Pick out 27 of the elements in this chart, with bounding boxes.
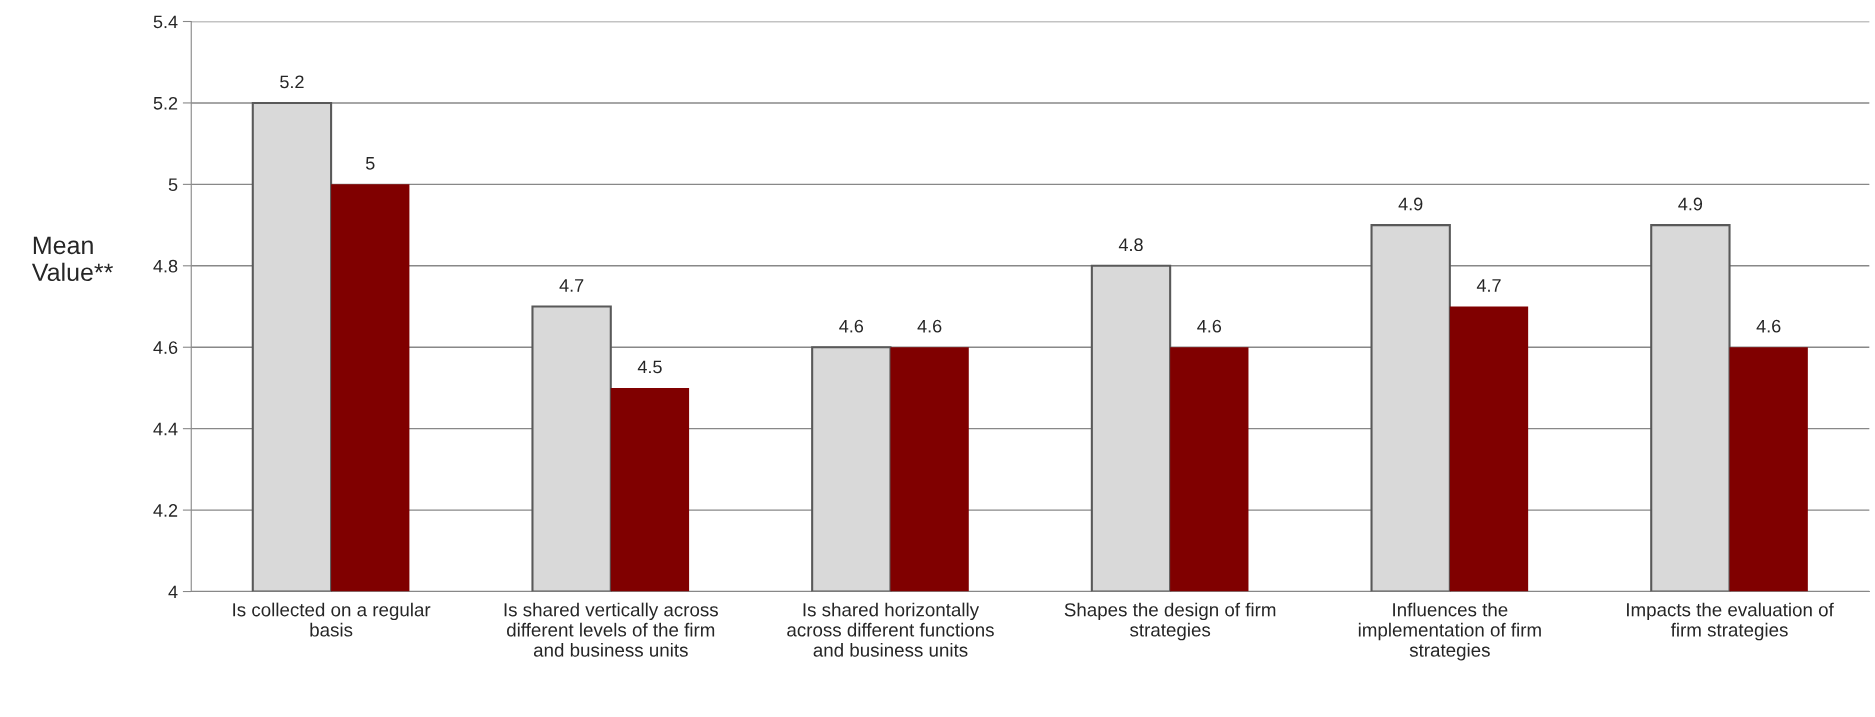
y-tick-label: 4.2	[153, 504, 178, 517]
data-label: 4.6	[917, 319, 942, 333]
data-label: 4.6	[1756, 319, 1781, 333]
data-label: 4.7	[1476, 279, 1501, 292]
y-tick-label: 5.4	[153, 15, 178, 29]
x-tick-label: Impacts the evaluation of firm strategies	[1627, 602, 1834, 641]
x-tick-label: Shapes the design of firm strategies	[1064, 602, 1276, 641]
y-tick-label: 4.4	[153, 422, 178, 436]
data-label: 4.9	[1398, 197, 1423, 211]
y-tick-label: 5.2	[153, 96, 178, 110]
y-tick-label: 4.8	[153, 259, 178, 273]
data-label: 5.2	[280, 75, 304, 89]
x-tick-label: Is shared vertically across different levels of the firm and business units	[504, 602, 718, 657]
data-label: 4.8	[1118, 238, 1143, 252]
y-tick-label: 4	[168, 585, 178, 599]
data-label: 5	[365, 157, 375, 170]
x-tick-label: Is shared horizontally across different functions and business units	[787, 602, 994, 657]
data-label: 4.6	[839, 319, 864, 333]
data-label: 4.7	[559, 279, 584, 292]
data-label: 4.5	[637, 360, 662, 374]
data-label: 4.9	[1678, 197, 1703, 211]
x-tick-label: Influences the implementation of firm strategies	[1358, 602, 1541, 661]
y-axis-title: Mean Value**	[31, 236, 113, 282]
y-tick-label: 5	[168, 178, 178, 192]
data-label: 4.6	[1197, 319, 1222, 333]
y-tick-label: 4.6	[153, 341, 178, 354]
x-tick-label: Is collected on a regular basis	[233, 602, 431, 637]
